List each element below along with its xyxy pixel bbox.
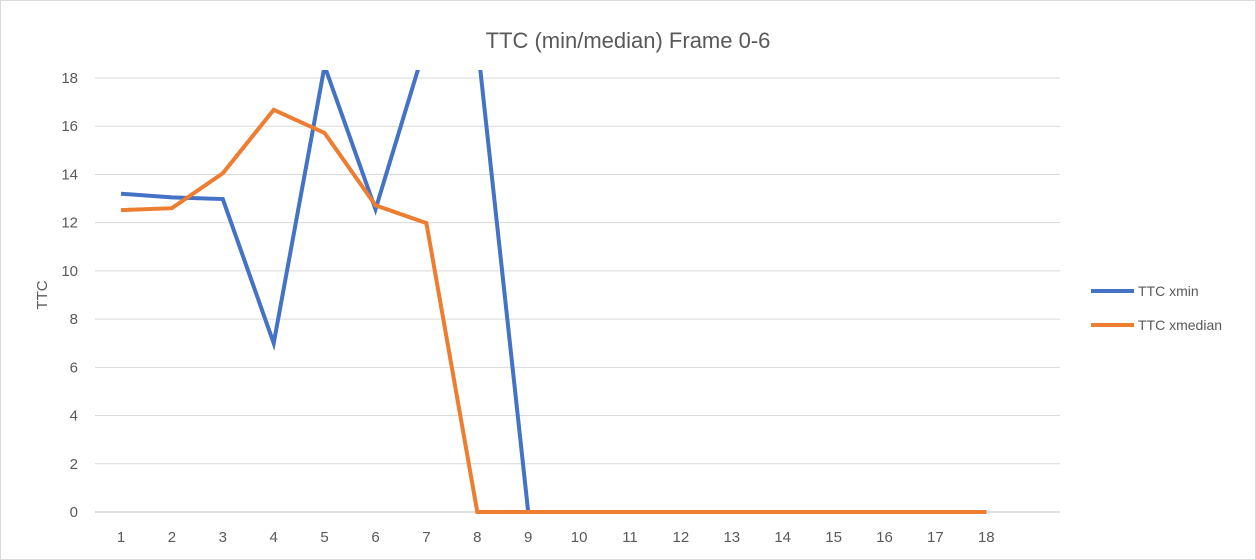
x-tick-label: 18	[978, 529, 995, 546]
x-tick-label: 7	[422, 529, 430, 546]
x-tick-label: 10	[571, 529, 588, 546]
chart-title: TTC (min/median) Frame 0-6	[486, 28, 771, 53]
x-tick-label: 8	[473, 529, 481, 546]
x-tick-label: 15	[825, 529, 842, 546]
series-line-ttc-xmedian	[120, 107, 987, 514]
x-tick-label: 5	[320, 529, 328, 546]
x-tick-label: 4	[270, 529, 278, 546]
legend-item: TTC xmedian	[1091, 317, 1222, 333]
y-tick-label: 10	[61, 263, 78, 280]
x-axis-ticks: 1 2 3 4 5 6 7 8 9 10 11 12 13 14 15 16 17 18	[117, 529, 995, 546]
legend-label: TTC xmin	[1138, 283, 1199, 299]
y-axis-ticks: 0 2 4 6 8 10 12 14 16 18	[61, 70, 78, 521]
y-tick-label: 4	[70, 408, 78, 425]
y-axis-label: TTC	[34, 280, 51, 309]
y-tick-label: 18	[61, 70, 78, 87]
x-tick-label: 16	[876, 529, 893, 546]
y-tick-label: 6	[70, 359, 78, 376]
x-tick-label: 11	[622, 529, 638, 546]
x-tick-label: 14	[774, 529, 791, 546]
x-tick-label: 12	[673, 529, 690, 546]
y-tick-label: 2	[70, 456, 78, 473]
x-tick-label: 3	[219, 529, 227, 546]
y-tick-label: 12	[61, 215, 78, 232]
gridlines	[95, 77, 1060, 513]
y-tick-label: 14	[61, 166, 78, 183]
y-tick-label: 8	[70, 311, 78, 328]
legend-label: TTC xmedian	[1138, 317, 1222, 333]
x-tick-label: 17	[927, 529, 944, 546]
x-tick-label: 1	[117, 529, 125, 546]
y-tick-label: 0	[70, 504, 78, 521]
x-tick-label: 6	[371, 529, 379, 546]
y-tick-label: 16	[61, 118, 78, 135]
series-group	[120, 70, 987, 514]
x-tick-label: 13	[723, 529, 740, 546]
legend-item: TTC xmin	[1091, 283, 1199, 299]
x-tick-label: 2	[168, 529, 176, 546]
legend: TTC xmin TTC xmedian	[1091, 283, 1222, 333]
x-tick-label: 9	[524, 529, 532, 546]
